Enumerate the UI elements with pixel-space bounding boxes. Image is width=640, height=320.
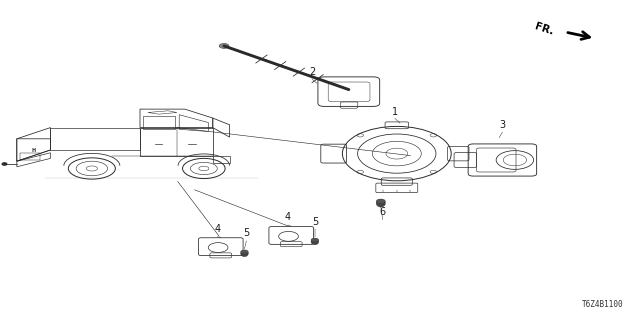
Text: 4: 4	[214, 224, 221, 234]
Text: 4: 4	[285, 212, 291, 222]
Text: H: H	[31, 148, 36, 153]
Ellipse shape	[241, 250, 248, 257]
Ellipse shape	[311, 238, 319, 245]
Text: 3: 3	[499, 120, 506, 130]
Circle shape	[311, 238, 319, 242]
Text: 5: 5	[312, 217, 318, 227]
Circle shape	[376, 199, 385, 204]
Text: 1: 1	[392, 107, 398, 117]
Circle shape	[241, 250, 248, 254]
Text: 6: 6	[380, 207, 386, 217]
Text: 2: 2	[309, 67, 316, 77]
Ellipse shape	[376, 199, 385, 207]
Circle shape	[219, 44, 229, 48]
Text: 5: 5	[243, 228, 250, 238]
Text: FR.: FR.	[533, 21, 555, 36]
Text: T6Z4B1100: T6Z4B1100	[582, 300, 624, 309]
Circle shape	[3, 163, 7, 165]
